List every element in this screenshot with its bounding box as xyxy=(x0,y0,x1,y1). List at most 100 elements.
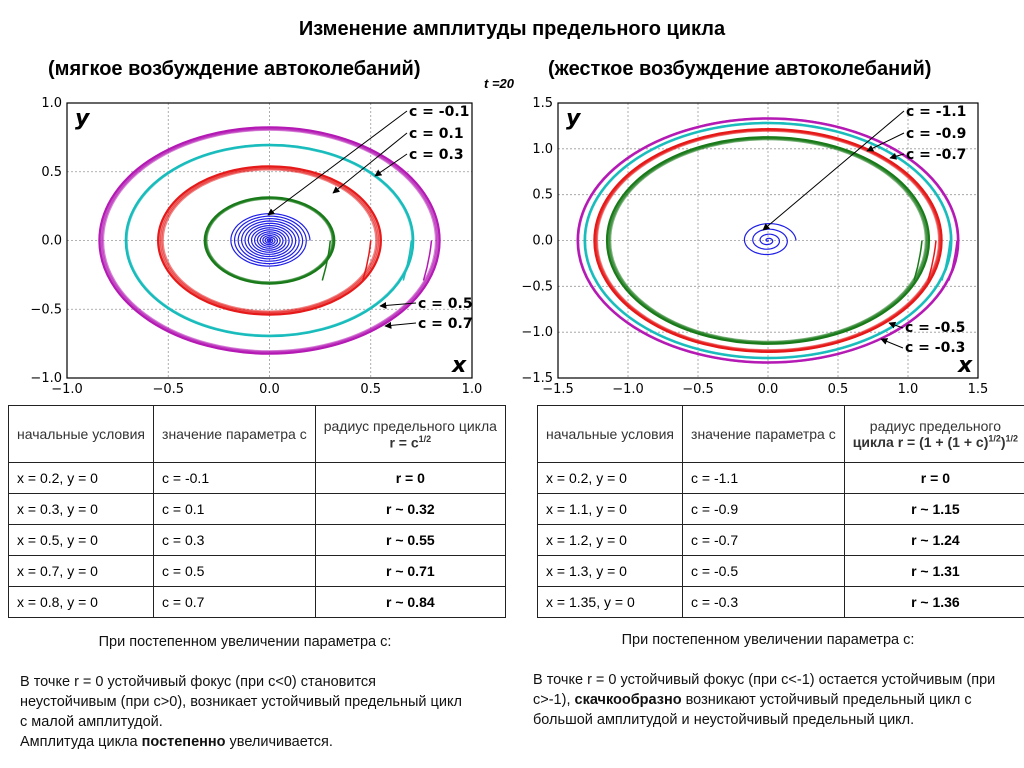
cell-radius: r ~ 1.15 xyxy=(843,493,1024,525)
right-note-lead: При постепенном увеличении параметра c: xyxy=(621,632,915,648)
annotation-arrow xyxy=(267,110,408,216)
series-annotation: c = -0.9 xyxy=(906,126,966,142)
annotation-arrow xyxy=(866,132,905,152)
page-title: Изменение амплитуды предельного цикла xyxy=(298,18,726,40)
annotation-arrow xyxy=(889,152,905,160)
cell-initial-conditions: x = 0.3, y = 0 xyxy=(7,493,155,525)
y-tick-label: −1.5 xyxy=(521,371,553,386)
table-header-row: начальные условия значение параметра c р… xyxy=(536,405,1024,463)
annotation-arrow xyxy=(384,321,417,329)
focus-spiral xyxy=(230,212,311,267)
series-annotation: c = -1.1 xyxy=(906,104,966,120)
x-tick-label: 1.0 xyxy=(898,382,919,397)
y-tick-label: 0.5 xyxy=(532,188,553,203)
cell-initial-conditions: x = 1.3, y = 0 xyxy=(536,555,684,587)
y-tick-label: 0.0 xyxy=(41,234,62,249)
left-note-summary-c: увеличивается. xyxy=(225,734,333,750)
header-radius-label: радиус предельного цикла xyxy=(323,417,497,434)
series-annotation: c = 0.1 xyxy=(409,126,464,142)
x-tick-label: −1.5 xyxy=(542,382,574,397)
cell-initial-conditions: x = 1.1, y = 0 xyxy=(536,493,684,525)
right-note-text-c: возникают устойчивый предельный цикл с б… xyxy=(533,692,972,728)
series-annotation: c = 0.3 xyxy=(409,147,464,163)
right-note-text-a: В точке r = 0 устойчивый фокус (при c<-1… xyxy=(533,672,996,708)
x-tick-label: −1.0 xyxy=(612,382,644,397)
x-tick-label: −0.5 xyxy=(682,382,714,397)
series-annotation: c = 0.7 xyxy=(418,316,473,332)
y-tick-label: −0.5 xyxy=(30,302,62,317)
limit-cycle-ring xyxy=(595,129,941,352)
annotation-arrow xyxy=(762,110,905,231)
cell-initial-conditions: x = 1.35, y = 0 xyxy=(536,586,684,618)
formula-base: цикла r = (1 + (1 + c) xyxy=(852,434,989,451)
left-note-text: В точке r = 0 устойчивый фокус (при c<0)… xyxy=(20,674,462,730)
header-radius: радиус предельного цикла r = (1 + (1 + c… xyxy=(843,405,1024,463)
limit-cycle-ring xyxy=(125,144,414,337)
right-note-text: В точке r = 0 устойчивый фокус (при c<-1… xyxy=(533,670,1003,730)
header-radius: радиус предельного цикла r = c1/2 xyxy=(314,405,506,463)
table-header-row: начальные условия значение параметра c р… xyxy=(7,405,506,463)
soft-excitation-chart: −1.0 −0.5 0.0 0.5 1.0 1.0 0.5 0.0 −0.5 −1.0 y x c = … xyxy=(30,96,483,397)
y-axis-label: y xyxy=(75,106,91,131)
y-tick-label: 1.0 xyxy=(41,96,62,111)
cell-radius: r ~ 0.55 xyxy=(314,524,506,556)
cell-parameter: c = -0.5 xyxy=(682,555,845,587)
header-radius-formula: цикла r = (1 + (1 + c)1/2)1/2 xyxy=(853,434,1018,451)
cell-parameter: c = -0.9 xyxy=(682,493,845,525)
left-subtitle: (мягкое возбуждение автоколебаний) xyxy=(48,58,421,80)
cell-parameter: c = -0.3 xyxy=(682,586,845,618)
left-note-summary: Амплитуда цикла постепенно увеличивается… xyxy=(20,732,470,752)
cell-radius: r ~ 1.36 xyxy=(843,586,1024,618)
hard-excitation-table: начальные условия значение параметра c р… xyxy=(536,405,1024,618)
cell-initial-conditions: x = 0.7, y = 0 xyxy=(7,555,155,587)
cell-parameter: c = 0.3 xyxy=(153,524,316,556)
trajectory-start xyxy=(927,240,937,281)
header-parameter: значение параметра c xyxy=(682,405,845,463)
header-radius-formula: r = c1/2 xyxy=(324,434,497,451)
limit-cycle-ring xyxy=(205,197,334,284)
x-tick-label: −0.5 xyxy=(152,382,184,397)
x-tick-label: 1.5 xyxy=(968,382,989,397)
y-tick-label: 0.5 xyxy=(41,165,62,180)
cell-parameter: c = -1.1 xyxy=(682,462,845,494)
annotation-arrow xyxy=(880,338,904,349)
y-tick-label: −1.0 xyxy=(30,371,62,386)
limit-cycle-ring xyxy=(609,138,927,343)
y-tick-label: 1.5 xyxy=(532,96,553,111)
y-tick-label: 0.0 xyxy=(532,234,553,249)
left-note-summary-bold: постепенно xyxy=(141,734,226,750)
y-axis-label: y xyxy=(566,106,582,131)
series-annotation: c = -0.5 xyxy=(905,320,965,336)
header-initial-conditions: начальные условия xyxy=(7,405,155,463)
limit-cycle-ring xyxy=(584,122,952,359)
right-note: При постепенном увеличении параметра c: … xyxy=(533,630,1003,730)
x-tick-label: 1.0 xyxy=(462,382,483,397)
cell-parameter: c = 0.5 xyxy=(153,555,316,587)
series-annotation: c = -0.7 xyxy=(906,147,966,163)
formula-outer-exponent: 1/2 xyxy=(1005,433,1019,444)
cell-parameter: c = -0.1 xyxy=(153,462,316,494)
cell-radius: r ~ 0.84 xyxy=(314,586,506,618)
trajectory-start xyxy=(422,240,433,281)
formula-exponent: 1/2 xyxy=(418,433,432,444)
x-axis-label: x xyxy=(451,353,467,378)
trajectory-start xyxy=(321,240,332,281)
trajectory-start xyxy=(402,240,413,281)
limit-cycle-ring xyxy=(577,117,959,364)
x-tick-label: 0.0 xyxy=(758,382,779,397)
cell-initial-conditions: x = 0.5, y = 0 xyxy=(7,524,155,556)
cell-radius: r ~ 1.24 xyxy=(843,524,1024,556)
series-annotation: c = -0.1 xyxy=(409,104,469,120)
cell-parameter: c = -0.7 xyxy=(682,524,845,556)
header-radius-label: радиус предельного xyxy=(869,417,1001,434)
formula-inner-exponent: 1/2 xyxy=(988,433,1001,444)
cell-radius: r ~ 0.71 xyxy=(314,555,506,587)
cell-radius: r = 0 xyxy=(843,462,1024,494)
